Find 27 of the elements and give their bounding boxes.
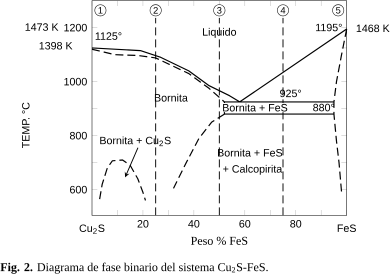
annotation: Bornita + FeS (223, 104, 288, 112)
y-tick-label: 600 (70, 186, 87, 194)
annotation: 1125° (96, 32, 122, 40)
x-axis-title: Peso % FeS (191, 236, 248, 245)
y-tick-label: 800 (70, 132, 87, 140)
annotation: + Calcopirita (223, 164, 282, 175)
y-axis-title: TEMP. °C (22, 102, 30, 148)
text: 1473 K (26, 23, 58, 31)
y-tick-label: 1000 (64, 78, 87, 86)
text: Fig. 2. Diagrama de fase binario del sistema Cu$_{2}$S-FeS. (0, 262, 268, 274)
annotation: 5 (336, 7, 340, 14)
text: Cu$_{2}$S (80, 224, 104, 234)
y-tick-label: 1200 (64, 24, 87, 32)
text: 1468 K (356, 24, 390, 32)
annotation: 1 (98, 7, 103, 14)
x-tick-label: 40 (188, 220, 200, 228)
x-tick-label: 80 (290, 220, 302, 228)
x-tick-label: 20 (138, 220, 148, 228)
annotation: Bornita (154, 94, 188, 102)
text: 1398 K (40, 42, 72, 50)
annotation: 880° (313, 104, 334, 112)
annotation: 3 (217, 7, 222, 14)
annotation: 1195° (316, 24, 342, 32)
x-tick-label: 60 (239, 220, 250, 228)
annotation: 2 (154, 7, 158, 14)
text: FeS (338, 224, 356, 232)
annotation: 4 (280, 7, 286, 14)
